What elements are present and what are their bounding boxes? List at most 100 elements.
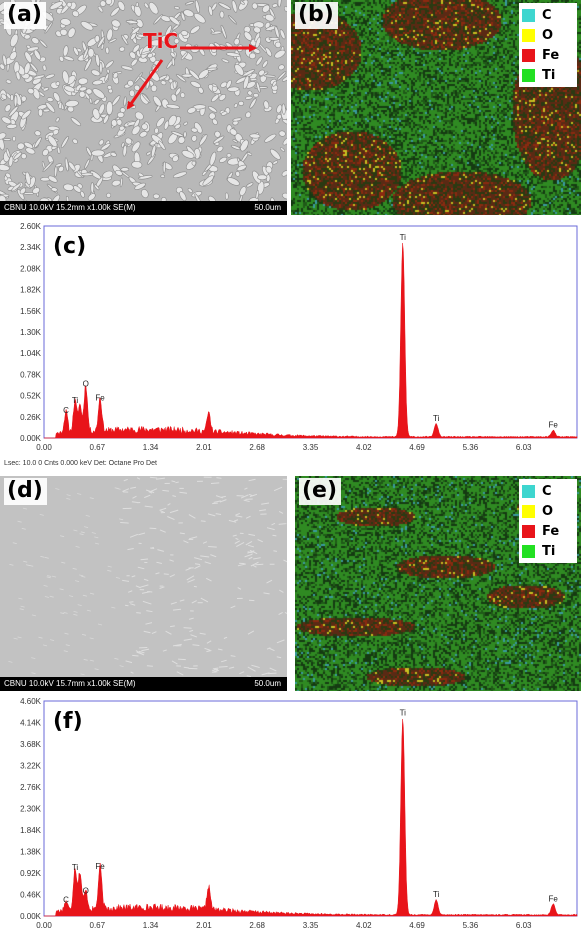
y-tick-label: 1.56K — [20, 307, 42, 316]
x-tick-label: 5.36 — [463, 921, 479, 930]
spectrum-area — [44, 243, 578, 439]
x-tick-label: 4.02 — [356, 443, 372, 452]
panel-label-d: (d) — [4, 478, 47, 505]
sem-info-a: CBNU 10.0kV 15.2mm x1.00k SE(M) — [4, 203, 136, 212]
peak-label: Ti — [433, 890, 440, 899]
plot-frame — [43, 700, 578, 917]
eds-map-e: (e) C O Fe Ti — [295, 476, 581, 691]
legend-swatch-o — [522, 28, 535, 42]
y-tick-label: 2.76K — [20, 783, 42, 792]
sem-texture-d — [0, 476, 287, 691]
peak-label: O — [83, 380, 89, 389]
legend-swatch-ti — [522, 544, 535, 558]
spectrum-area — [44, 719, 578, 917]
detector-info: Lsec: 10.0 0 Cnts 0.000 keV Det: Octane … — [4, 460, 157, 467]
x-tick-label: 4.69 — [409, 921, 425, 930]
y-tick-label: 0.00K — [20, 912, 42, 921]
x-tick-label: 4.02 — [356, 921, 372, 930]
peak-label: Ti — [72, 396, 79, 405]
x-tick-label: 1.34 — [143, 443, 159, 452]
plot-frame — [43, 225, 578, 439]
x-tick-label: 0.67 — [90, 921, 106, 930]
legend-item-ti: Ti — [522, 65, 574, 85]
legend-item-fe: Fe — [522, 521, 574, 541]
peak-label: Ti — [433, 414, 440, 423]
y-tick-label: 0.26K — [20, 413, 42, 422]
panel-label-c: (c) — [53, 234, 87, 259]
y-tick-label: 1.04K — [20, 349, 42, 358]
x-tick-label: 0.67 — [90, 443, 106, 452]
legend-item-fe: Fe — [522, 45, 574, 65]
spectrum-chart-f: 0.00K 0.46K 0.92K 1.38K 1.84K 2.30K 2.76K 3.22K… — [20, 697, 578, 930]
legend-swatch-ti — [522, 68, 535, 82]
panel-label-f: (f) — [53, 709, 83, 734]
peak-label: Fe — [95, 862, 105, 871]
x-tick-label: 3.35 — [303, 921, 319, 930]
sem-info-d: CBNU 10.0kV 15.7mm x1.00k SE(M) — [4, 679, 136, 688]
x-tick-label: 4.69 — [409, 443, 425, 452]
x-tick-label: 1.34 — [143, 921, 159, 930]
y-tick-label: 1.38K — [20, 848, 42, 857]
x-tick-label: 2.01 — [196, 443, 212, 452]
peak-label: Fe — [548, 894, 558, 903]
tic-annotation: TiC — [143, 29, 179, 53]
y-tick-label: 2.34K — [20, 243, 42, 252]
legend-item-c: C — [522, 5, 574, 25]
scale-bar-a: 50.0um — [254, 203, 281, 212]
eds-map-b: (b) C O Fe Ti — [291, 0, 581, 215]
x-tick-label: 6.03 — [516, 921, 532, 930]
legend-swatch-fe — [522, 524, 535, 538]
x-tick-label: 5.36 — [463, 443, 479, 452]
y-tick-label: 1.84K — [20, 826, 42, 835]
eds-spectrum-c: 0.00K 0.26K 0.52K 0.78K 1.04K 1.30K 1.56K 1.82K… — [0, 222, 585, 458]
peak-label: Fe — [95, 394, 105, 403]
y-tick-label: 4.14K — [20, 719, 42, 728]
x-tick-label: 0.00 — [36, 921, 52, 930]
legend-swatch-c — [522, 484, 535, 498]
legend-item-ti: Ti — [522, 541, 574, 561]
sem-info-bar-d: CBNU 10.0kV 15.7mm x1.00k SE(M) 50.0um — [0, 677, 287, 691]
scale-bar-d: 50.0um — [254, 679, 281, 688]
y-tick-label: 3.22K — [20, 762, 42, 771]
eds-spectrum-f: 0.00K 0.46K 0.92K 1.38K 1.84K 2.30K 2.76K 3.22K… — [0, 697, 585, 936]
peak-label: C — [63, 406, 69, 415]
legend-swatch-o — [522, 504, 535, 518]
y-tick-label: 3.68K — [20, 740, 42, 749]
arrow-down — [126, 59, 164, 110]
element-legend-b: C O Fe Ti — [519, 3, 577, 87]
legend-swatch-fe — [522, 48, 535, 62]
x-tick-label: 0.00 — [36, 443, 52, 452]
peak-label: O — [83, 886, 89, 895]
y-tick-label: 0.52K — [20, 392, 42, 401]
peak-label: Ti — [400, 233, 407, 242]
y-tick-label: 2.60K — [20, 222, 42, 231]
y-tick-label: 2.30K — [20, 805, 42, 814]
sem-image-a: (a) TiC CBNU 10.0kV 15.2mm x1.00k SE(M) … — [0, 0, 287, 215]
x-tick-label: 2.68 — [249, 443, 265, 452]
sem-info-bar-a: CBNU 10.0kV 15.2mm x1.00k SE(M) 50.0um — [0, 201, 287, 215]
x-tick-label: 2.68 — [249, 921, 265, 930]
peak-label: Ti — [400, 709, 407, 718]
legend-swatch-c — [522, 8, 535, 22]
y-tick-label: 0.92K — [20, 869, 42, 878]
y-tick-label: 0.46K — [20, 891, 42, 900]
y-tick-label: 0.00K — [20, 434, 42, 443]
y-tick-label: 1.30K — [20, 328, 42, 337]
y-tick-label: 2.08K — [20, 264, 42, 273]
element-legend-e: C O Fe Ti — [519, 479, 577, 563]
sem-image-d: (d) CBNU 10.0kV 15.7mm x1.00k SE(M) 50.0… — [0, 476, 287, 691]
panel-label-a: (a) — [4, 2, 46, 29]
y-tick-label: 4.60K — [20, 697, 42, 706]
x-tick-label: 3.35 — [303, 443, 319, 452]
sem-texture-a — [0, 0, 287, 215]
legend-item-c: C — [522, 481, 574, 501]
tic-arrows — [126, 44, 257, 110]
peak-label: Ti — [72, 863, 79, 872]
x-tick-label: 2.01 — [196, 921, 212, 930]
spectrum-chart-c: 0.00K 0.26K 0.52K 0.78K 1.04K 1.30K 1.56K 1.82K… — [20, 222, 578, 452]
panel-label-b: (b) — [295, 2, 338, 29]
peak-label: Fe — [548, 420, 558, 429]
x-tick-label: 6.03 — [516, 443, 532, 452]
y-tick-label: 0.78K — [20, 370, 42, 379]
panel-label-e: (e) — [299, 478, 342, 505]
